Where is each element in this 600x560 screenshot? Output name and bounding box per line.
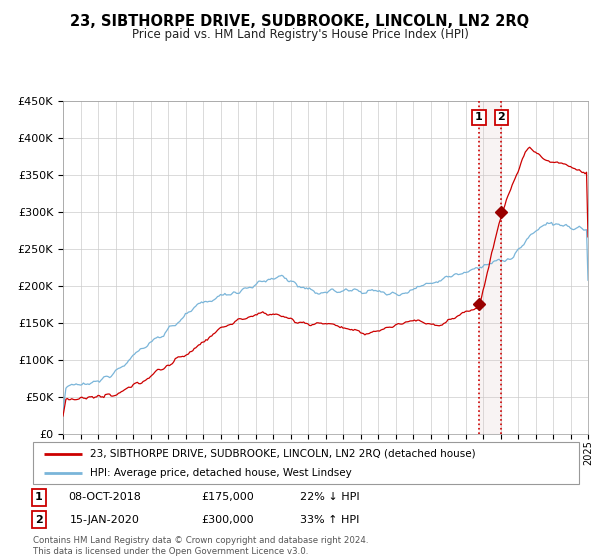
Text: 08-OCT-2018: 08-OCT-2018 [68, 492, 142, 502]
Text: Price paid vs. HM Land Registry's House Price Index (HPI): Price paid vs. HM Land Registry's House … [131, 28, 469, 41]
Text: 23, SIBTHORPE DRIVE, SUDBROOKE, LINCOLN, LN2 2RQ (detached house): 23, SIBTHORPE DRIVE, SUDBROOKE, LINCOLN,… [91, 449, 476, 459]
Text: 2: 2 [35, 515, 43, 525]
Text: Contains HM Land Registry data © Crown copyright and database right 2024.
This d: Contains HM Land Registry data © Crown c… [33, 536, 368, 556]
Bar [479, 101, 501, 434]
Text: £175,000: £175,000 [202, 492, 254, 502]
Text: 1: 1 [475, 113, 483, 123]
Text: 2: 2 [497, 113, 505, 123]
Text: 15-JAN-2020: 15-JAN-2020 [70, 515, 140, 525]
FancyBboxPatch shape [33, 442, 579, 484]
Text: 33% ↑ HPI: 33% ↑ HPI [301, 515, 359, 525]
Text: 22% ↓ HPI: 22% ↓ HPI [300, 492, 360, 502]
Text: 1: 1 [35, 492, 43, 502]
Text: 23, SIBTHORPE DRIVE, SUDBROOKE, LINCOLN, LN2 2RQ: 23, SIBTHORPE DRIVE, SUDBROOKE, LINCOLN,… [70, 14, 530, 29]
Text: HPI: Average price, detached house, West Lindsey: HPI: Average price, detached house, West… [91, 468, 352, 478]
Text: £300,000: £300,000 [202, 515, 254, 525]
